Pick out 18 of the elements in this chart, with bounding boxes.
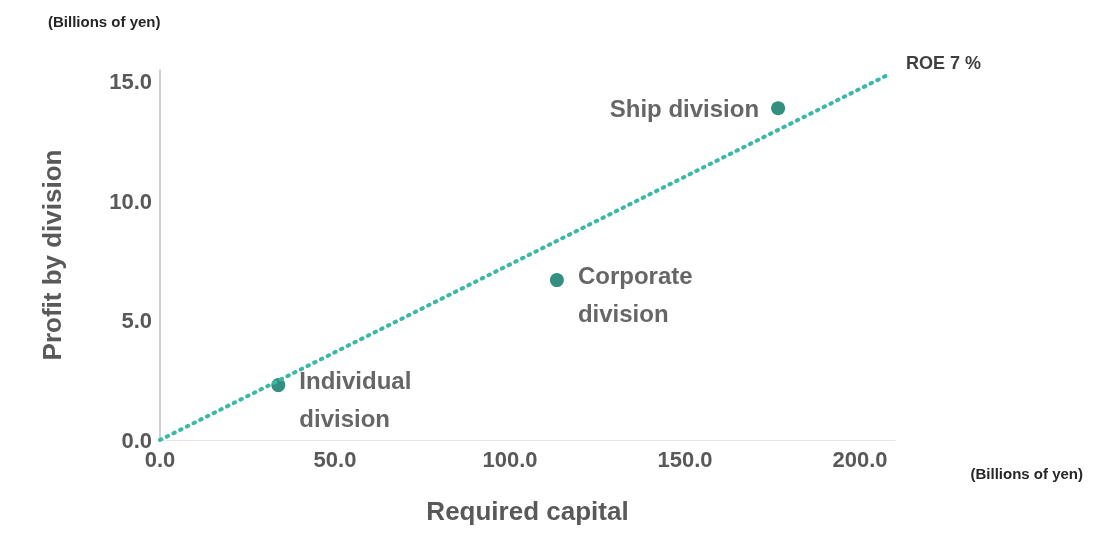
y-axis-title: Profit by division — [37, 149, 67, 361]
point — [771, 101, 786, 116]
text: (Billions of yen) — [970, 465, 1083, 482]
x-tick-label: 100.0 — [482, 446, 538, 472]
x-tick-label: 150.0 — [657, 446, 713, 472]
x-tick-label: 200.0 — [832, 446, 888, 472]
x-tick-label: 50.0 — [313, 446, 357, 472]
text: (Billions of yen) — [48, 13, 161, 30]
series-label: Corporate division — [577, 261, 700, 327]
y-tick-label: 15.0 — [109, 69, 152, 95]
y-tick-label: 5.0 — [121, 308, 152, 334]
series-label: ROE 7 % — [906, 52, 982, 73]
x-axis-title: Required capital — [426, 496, 629, 526]
y-tick-label: 10.0 — [109, 188, 152, 214]
point — [549, 273, 564, 288]
series-label: Ship division — [609, 94, 760, 122]
series-label: Individual division — [299, 366, 418, 432]
y-tick-label: 0.0 — [121, 427, 152, 453]
